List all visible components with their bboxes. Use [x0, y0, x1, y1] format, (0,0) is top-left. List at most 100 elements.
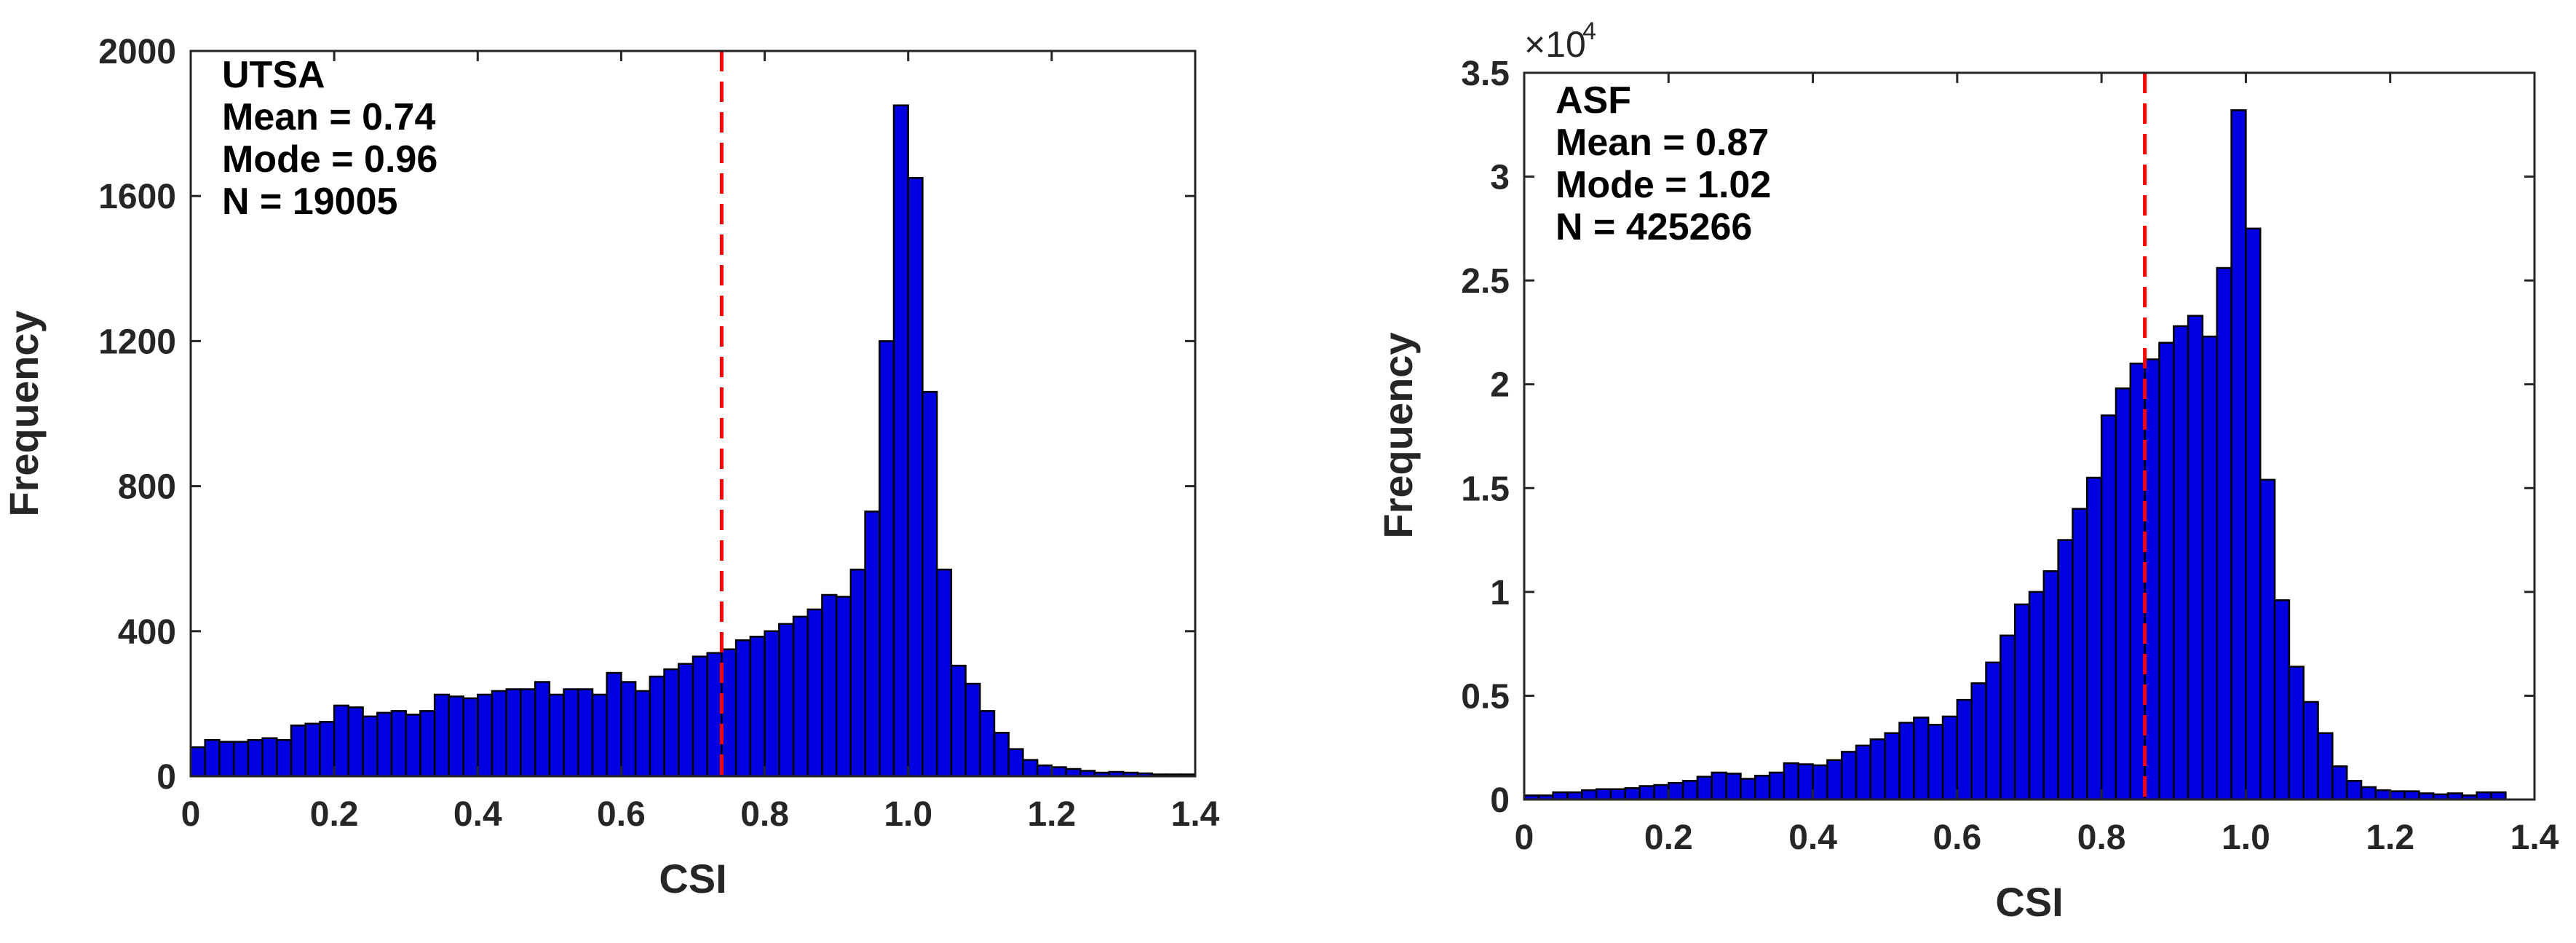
histogram-bar [319, 721, 336, 778]
histogram-bar [577, 688, 594, 778]
y-tick-label: 0 [1490, 781, 1510, 820]
x-tick-label: 1.0 [2222, 818, 2270, 857]
histogram-bar [1681, 780, 1699, 801]
histogram-bar [993, 731, 1010, 778]
x-tick-label: 0.6 [1933, 818, 1981, 857]
histogram-bar [1797, 763, 1814, 801]
histogram-bar [1725, 773, 1742, 801]
x-tick-label: 0.8 [740, 795, 789, 834]
x-tick-label: 1.2 [2366, 818, 2414, 857]
histogram-bar [2230, 109, 2247, 801]
stats-annotation-line: N = 19005 [222, 181, 397, 223]
axes-box [1523, 71, 2536, 801]
histogram-bar [849, 568, 866, 778]
histogram-bar [2000, 634, 2016, 801]
x-tick-label: 1.0 [884, 795, 932, 834]
histogram-bar [1754, 774, 1771, 801]
bars [1523, 109, 2507, 801]
histogram-bar [1927, 724, 1944, 801]
histogram-bar [721, 648, 737, 778]
histogram-bar [979, 710, 996, 778]
axes-box [189, 50, 1197, 778]
histogram-bar [448, 695, 464, 778]
histogram-bar [1696, 776, 1713, 801]
histogram-bar [563, 688, 579, 778]
chart-panel-2: 0 0.2 0.4 0.6 0.8 1.0 1.2 1.4 0 0.5 1 1.5 2 2.5 3 3.5 ×1… [1375, 17, 2559, 925]
histogram-bar [821, 593, 838, 778]
histogram-bar [778, 623, 795, 778]
x-tick-label: 0.4 [453, 795, 502, 834]
histogram-bar [477, 693, 494, 778]
x-tick-label: 0.8 [2077, 818, 2126, 857]
histogram-bar [462, 697, 479, 778]
histogram-bar [2187, 315, 2204, 801]
histogram-bar [2129, 362, 2146, 801]
histogram-bar [678, 663, 694, 778]
histogram-bar [864, 510, 881, 778]
histogram-bar [1581, 789, 1598, 801]
histogram-bar [2302, 701, 2319, 801]
stats-annotation-line: Mode = 1.02 [1555, 164, 1771, 206]
histogram-bar [606, 671, 622, 778]
histogram-bar [1050, 766, 1067, 778]
histogram-bar [1898, 722, 1915, 801]
y-tick-label: 1600 [98, 178, 176, 216]
histogram-bar [935, 568, 953, 778]
histogram-bar [591, 693, 608, 778]
histogram-bar [734, 639, 752, 778]
x-tick-label: 1.4 [2510, 818, 2559, 857]
y-tick-label: 800 [118, 468, 176, 507]
y-axis-label: Frequency [1, 310, 47, 516]
histogram-bar [1884, 732, 1901, 801]
histogram-bar [1956, 698, 1973, 801]
histogram-bar [419, 710, 436, 778]
histogram-bar [390, 710, 407, 778]
histogram-bar [2317, 732, 2334, 801]
histogram-bar [261, 737, 278, 778]
histogram-bar [491, 690, 507, 778]
histogram-bar [2259, 478, 2276, 801]
histogram-bar [1638, 785, 1655, 801]
y-tick-label: 1 [1490, 574, 1510, 612]
histogram-bar [1022, 759, 1039, 778]
histogram-bar [405, 714, 421, 778]
stats-annotation-line: Mode = 0.96 [222, 138, 437, 181]
histogram-bar [1970, 682, 1987, 801]
x-axis-label: CSI [659, 856, 726, 901]
histogram-bar [290, 725, 306, 778]
x-tick-label: 0.2 [310, 795, 359, 834]
y-tick-label: 3 [1490, 159, 1510, 197]
histogram-bar [649, 675, 665, 778]
histogram-bar [749, 636, 766, 778]
histogram-bar [505, 688, 522, 778]
y-tick-label: 3.5 [1461, 55, 1510, 93]
histogram-bar [376, 711, 393, 778]
histogram-bar [1007, 748, 1024, 778]
histogram-bar [204, 738, 221, 778]
histogram-bar [534, 681, 551, 778]
histogram-bar [2273, 599, 2291, 801]
histogram-bar [548, 693, 565, 778]
histogram-bar [347, 706, 364, 778]
stats-annotation-line: Mean = 0.74 [222, 96, 435, 138]
histogram-bar [2216, 267, 2232, 801]
stats-annotation-line: Mean = 0.87 [1555, 122, 1769, 164]
histogram-bar [232, 741, 250, 778]
histogram-bar [362, 715, 379, 778]
histogram-bar [879, 340, 895, 778]
y-exponent-power: 4 [1582, 17, 1596, 45]
histogram-bar [2057, 539, 2074, 801]
histogram-bar [276, 738, 293, 778]
histogram-bar [1711, 771, 1727, 801]
histogram-bar [304, 722, 321, 778]
histogram-bar [1812, 764, 1828, 801]
x-tick-label: 1.4 [1171, 795, 1220, 834]
histogram-bar [2331, 765, 2348, 801]
histogram-bar [2403, 790, 2420, 801]
histogram-bar [2028, 591, 2045, 801]
histogram-bar [189, 746, 206, 778]
x-axis-label: CSI [1995, 879, 2063, 925]
histogram-bar [964, 682, 981, 778]
histogram-bar [1609, 788, 1627, 801]
